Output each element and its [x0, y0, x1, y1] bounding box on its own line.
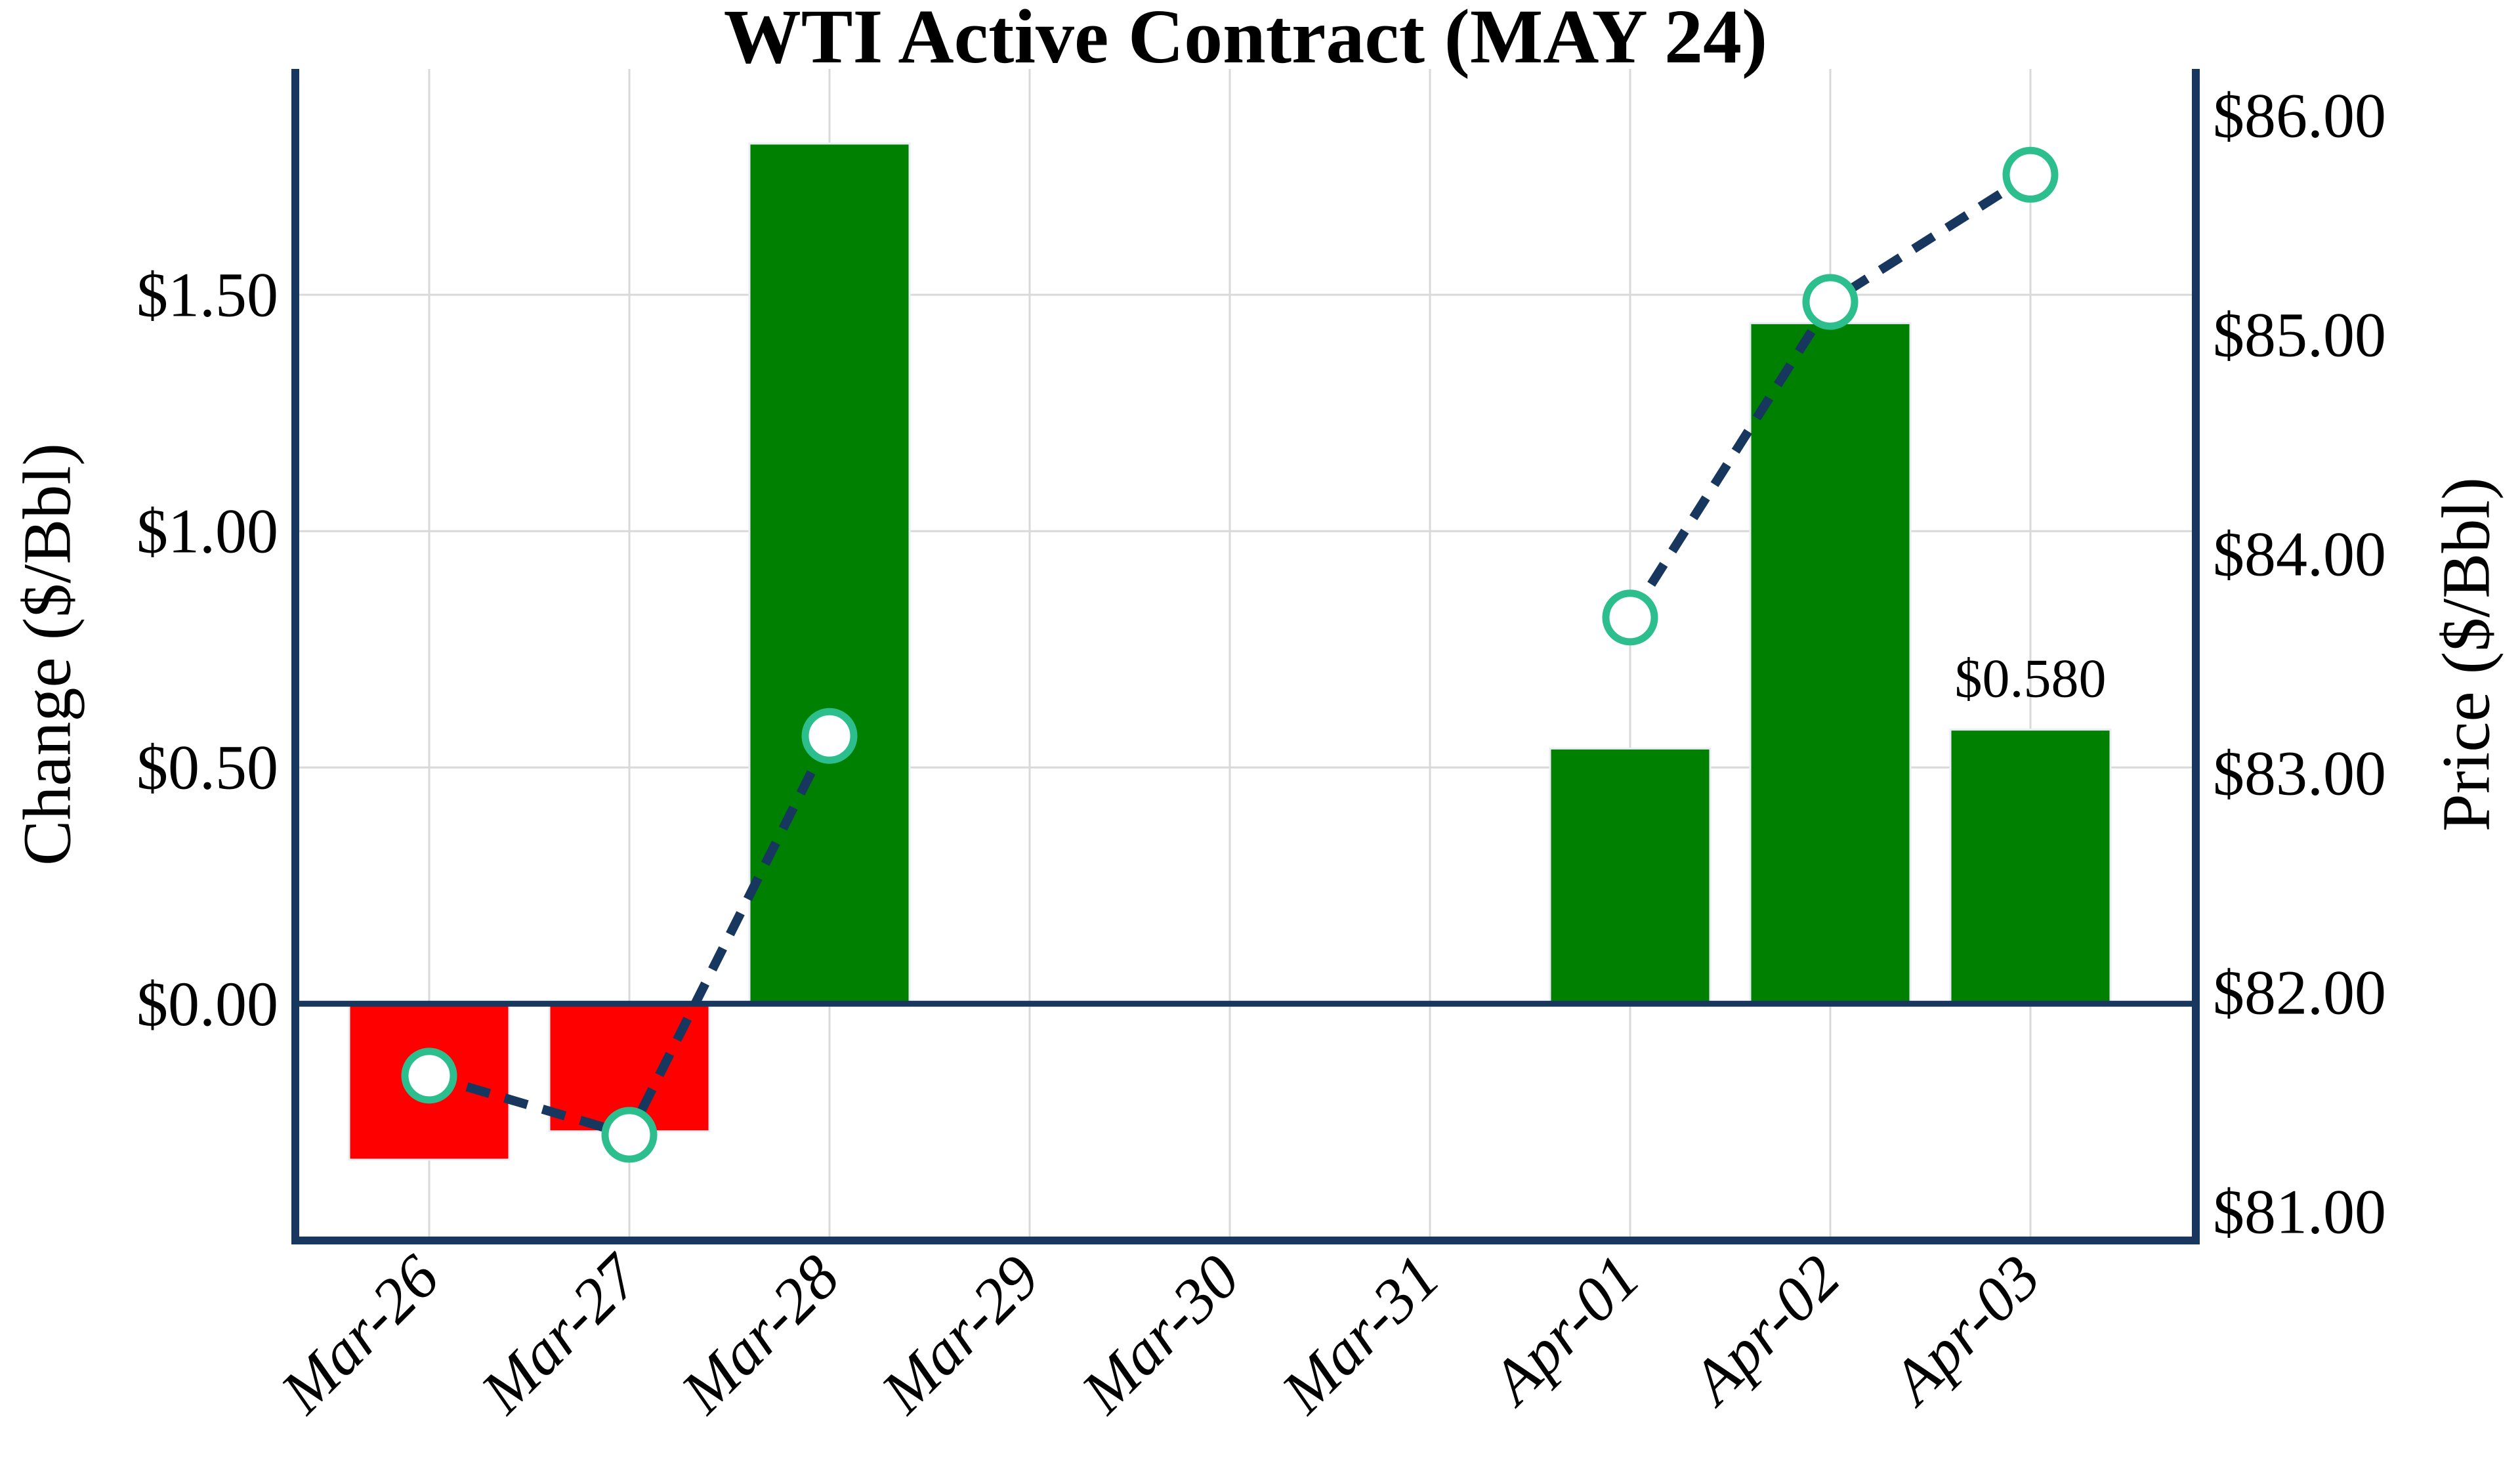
chart-title: WTI Active Contract (MAY 24) [724, 0, 1768, 79]
right-axis-tick-label: $83.00 [2213, 738, 2386, 809]
x-axis-tick-label-Mar-29: Mar-29 [867, 1241, 1053, 1427]
x-axis-tick-label-Mar-27: Mar-27 [467, 1239, 654, 1427]
left-axis-title: Change ($/Bbl) [10, 443, 85, 866]
x-axis-tick-label-Apr-02: Apr-02 [1675, 1241, 1853, 1419]
price-marker-Apr-03 [2002, 146, 2059, 203]
price-marker-Mar-26 [401, 1048, 457, 1104]
price-marker-Mar-27 [601, 1107, 658, 1163]
change-bar-Apr-02 [1749, 322, 1912, 1005]
price-marker-Apr-01 [1602, 589, 1658, 646]
x-axis-tick-label-Mar-26: Mar-26 [266, 1241, 452, 1427]
x-axis-tick-label-Mar-31: Mar-31 [1267, 1241, 1453, 1427]
left-axis-tick-label: $1.50 [136, 260, 278, 330]
right-axis-tick-label: $82.00 [2213, 957, 2386, 1027]
x-axis-tick-label-Mar-30: Mar-30 [1067, 1241, 1253, 1427]
change-bar-Apr-01 [1549, 747, 1712, 1005]
price-marker-Apr-02 [1802, 274, 1858, 330]
left-axis-tick-label: $1.00 [136, 496, 278, 566]
x-axis-tick-label-Apr-01: Apr-01 [1475, 1241, 1653, 1419]
left-axis-tick-label: $0.00 [136, 969, 278, 1039]
left-axis-tick-label: $0.50 [136, 732, 278, 803]
right-axis-tick-label: $85.00 [2213, 300, 2386, 370]
right-axis-tick-label: $81.00 [2213, 1176, 2386, 1246]
x-axis-tick-label-Apr-03: Apr-03 [1876, 1241, 2053, 1419]
change-bar-Apr-03 [1949, 729, 2112, 1005]
change-bar-Mar-28 [748, 142, 911, 1005]
price-marker-Mar-28 [801, 708, 858, 764]
right-axis-tick-label: $84.00 [2213, 519, 2386, 589]
right-axis-tick-label: $86.00 [2213, 81, 2386, 151]
right-axis-title: Price ($/Bbl) [2429, 477, 2504, 832]
price-markers [401, 146, 2059, 1163]
x-axis-tick-label-Mar-28: Mar-28 [667, 1241, 852, 1427]
bar-value-annotation: $0.580 [1955, 648, 2107, 710]
axis-spines [291, 69, 2200, 1244]
